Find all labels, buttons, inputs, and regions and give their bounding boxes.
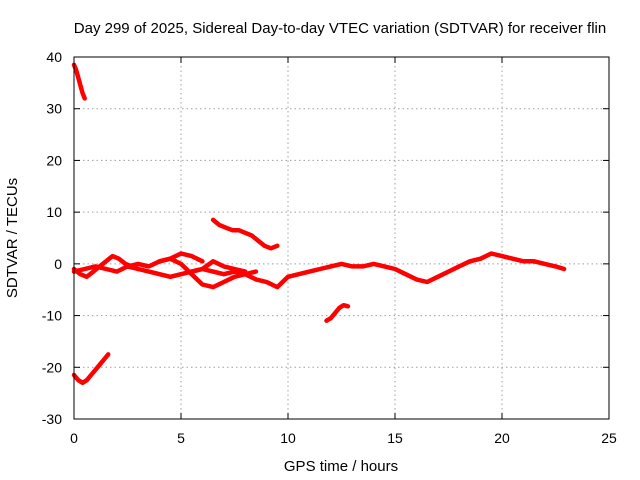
x-tick-label: 15: [387, 430, 403, 446]
x-tick-label: 25: [601, 430, 617, 446]
axis-ticks: 0 5 10 15 20 25 -30 -20 -10 0 10 20 30 40: [42, 49, 617, 446]
y-tick-label: -30: [42, 411, 62, 427]
y-tick-label: 0: [54, 256, 62, 272]
y-axis-label: SDTVAR / TECUs: [4, 178, 21, 298]
chart-title: Day 299 of 2025, Sidereal Day-to-day VTE…: [74, 20, 606, 37]
y-tick-label: -20: [42, 359, 62, 375]
y-tick-label: 30: [46, 101, 62, 117]
x-tick-label: 5: [177, 430, 185, 446]
y-tick-label: 40: [46, 49, 62, 65]
series-arc-10: [328, 251, 567, 285]
series-group: [71, 62, 567, 386]
series-arc-7: [210, 217, 280, 251]
y-tick-label: 20: [46, 152, 62, 168]
series-arc-4: [71, 251, 205, 274]
x-tick-label: 20: [494, 430, 510, 446]
series-arc-9: [324, 302, 351, 323]
series-arc-6: [157, 256, 259, 290]
plot-frame: [73, 56, 610, 420]
x-tick-label: 10: [280, 430, 296, 446]
y-tick-label: -10: [42, 308, 62, 324]
series-arc-5: [125, 264, 334, 290]
series-arc-2: [71, 352, 111, 386]
series-arc-8: [189, 259, 248, 274]
x-tick-label: 0: [70, 430, 78, 446]
series-arc-1: [71, 62, 87, 101]
x-axis-label: GPS time / hours: [284, 458, 398, 475]
y-tick-label: 10: [46, 204, 62, 220]
grid: [74, 57, 609, 419]
